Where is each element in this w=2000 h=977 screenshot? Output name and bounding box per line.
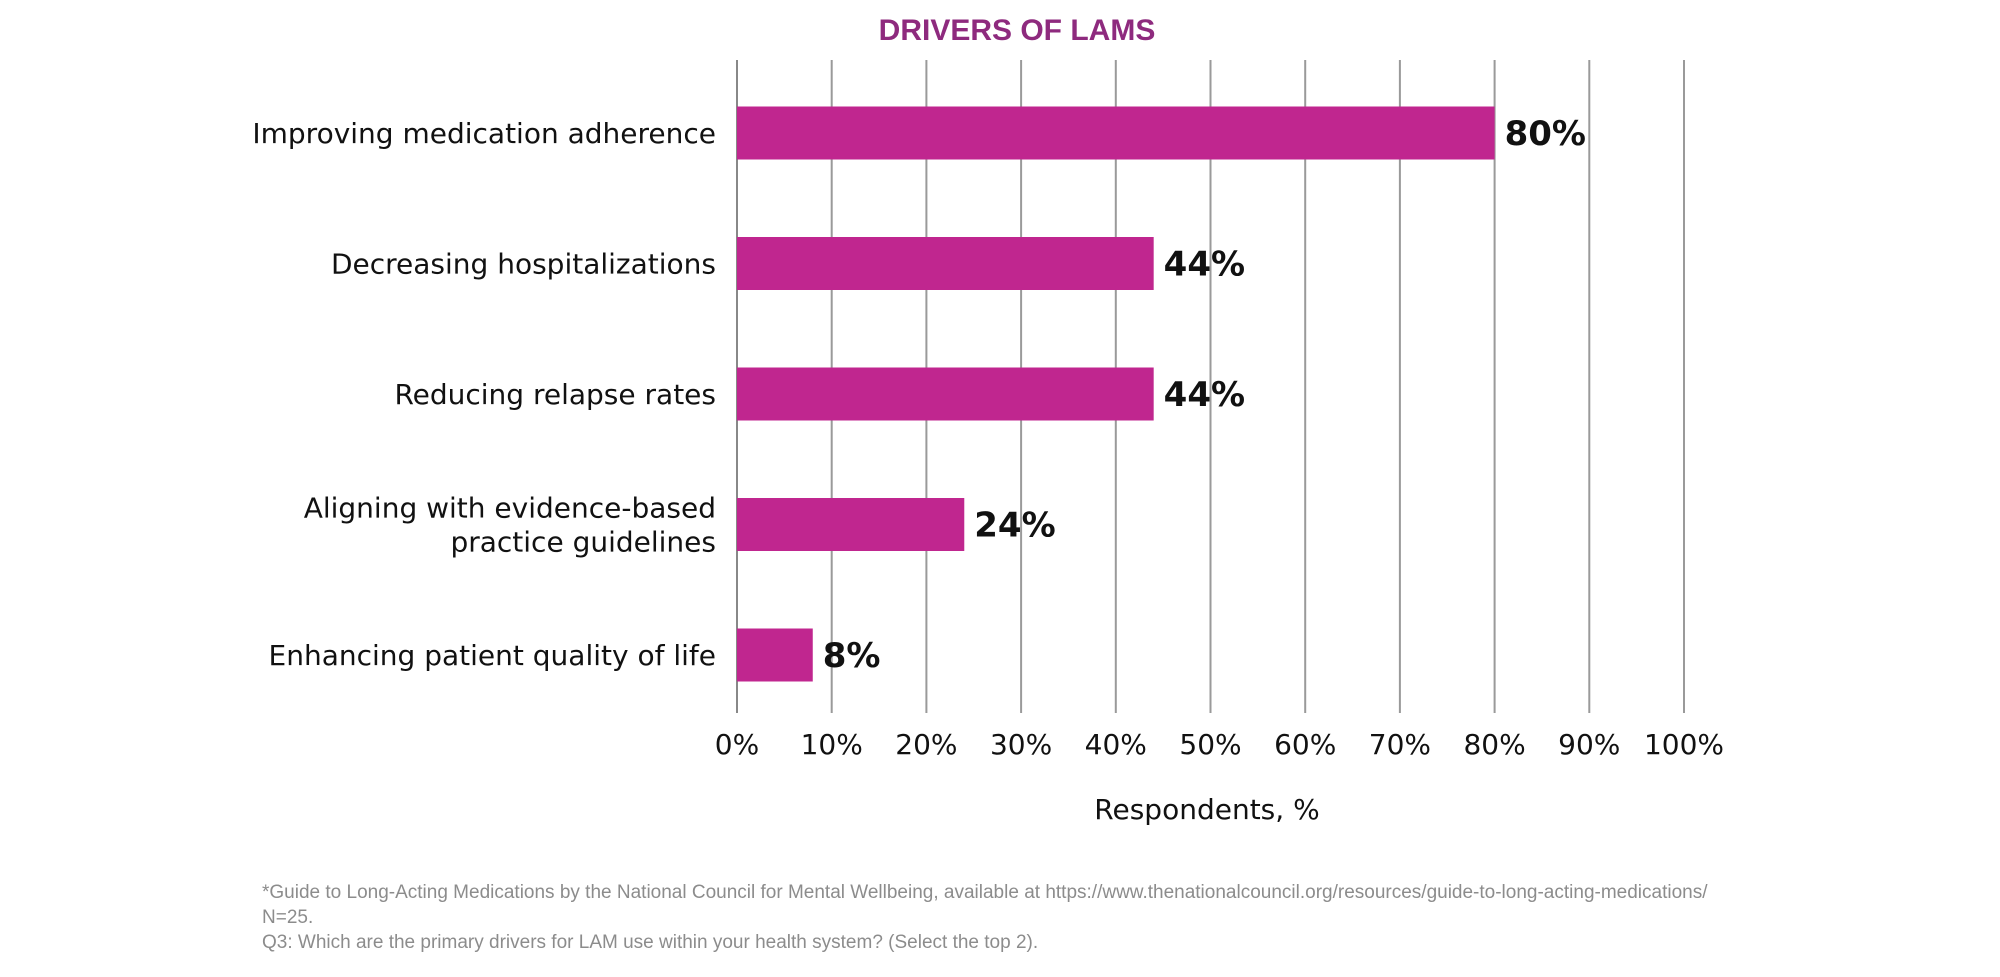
bar-chart: DRIVERS OF LAMS Improving medication adh… [252,14,1724,826]
data-label: 80% [1505,114,1586,154]
chart-title: DRIVERS OF LAMS [879,14,1156,47]
data-label: 44% [1164,375,1245,415]
x-tick-label: 30% [990,728,1052,761]
x-tick-label: 50% [1179,728,1241,761]
bar [737,628,813,682]
bar [737,106,1495,160]
category-label-line: Improving medication adherence [252,117,716,150]
x-tick-label: 20% [895,728,957,761]
x-tick-label: 10% [801,728,863,761]
x-tick-labels: 0% 10% 20% 30% 40% 50% 60% 70% 80% 90% 100% [715,728,1724,761]
category-label-line: practice guidelines [450,526,716,559]
x-tick-label: 60% [1274,728,1336,761]
x-tick-label: 0% [715,728,759,761]
category-label: Aligning with evidence-based practice gui… [304,492,716,559]
category-label-line: Aligning with evidence-based [304,492,716,525]
category-label: Improving medication adherence [252,117,716,150]
bar [737,498,965,551]
category-label: Enhancing patient quality of life [269,639,716,672]
category-labels: Improving medication adherence Decreasing… [252,117,716,672]
x-tick-label: 40% [1085,728,1147,761]
footnote-sample-size: N=25. [262,907,314,928]
footnote-source: *Guide to Long-Acting Medications by the… [262,882,1708,903]
x-tick-label: 70% [1369,728,1431,761]
category-label: Reducing relapse rates [394,378,716,411]
x-tick-label: 90% [1558,728,1620,761]
bar [737,367,1154,421]
category-label: Decreasing hospitalizations [331,248,716,281]
x-axis-title: Respondents, % [1094,793,1319,826]
data-label: 8% [823,636,881,676]
data-label: 24% [974,506,1055,546]
bar [737,237,1154,290]
bars [737,106,1495,682]
footnote-question: Q3: Which are the primary drivers for LA… [262,932,1039,953]
x-tick-label: 80% [1463,728,1525,761]
category-label-line: Reducing relapse rates [394,378,716,411]
footnotes: *Guide to Long-Acting Medications by the… [262,880,1962,955]
category-label-line: Enhancing patient quality of life [269,639,716,672]
category-label-line: Decreasing hospitalizations [331,248,716,281]
x-tick-label: 100% [1644,728,1724,761]
data-label: 44% [1164,245,1245,285]
data-labels: 80% 44% 44% 24% 8% [823,114,1586,676]
